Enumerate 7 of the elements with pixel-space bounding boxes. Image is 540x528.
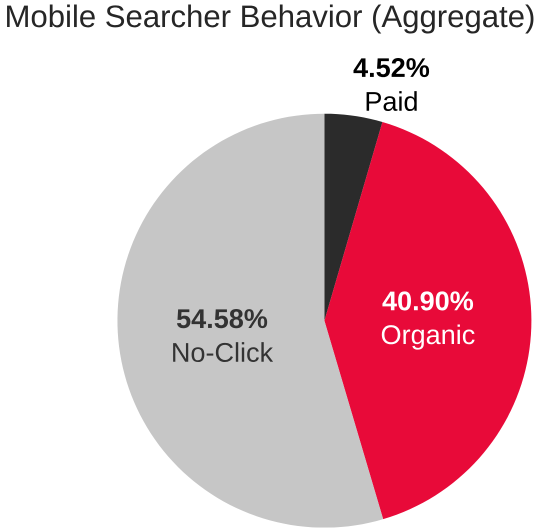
data-label: 54.58% [176, 309, 268, 328]
slice-label: No-Click [173, 342, 274, 362]
chart-title: Mobile Searcher Behavior (Aggregate) [7, 4, 534, 34]
data-label: 40.90% [382, 292, 474, 311]
data-label: 4.52% [353, 58, 430, 78]
slice-label: Organic [382, 324, 475, 350]
slice-label: Paid [366, 91, 417, 112]
